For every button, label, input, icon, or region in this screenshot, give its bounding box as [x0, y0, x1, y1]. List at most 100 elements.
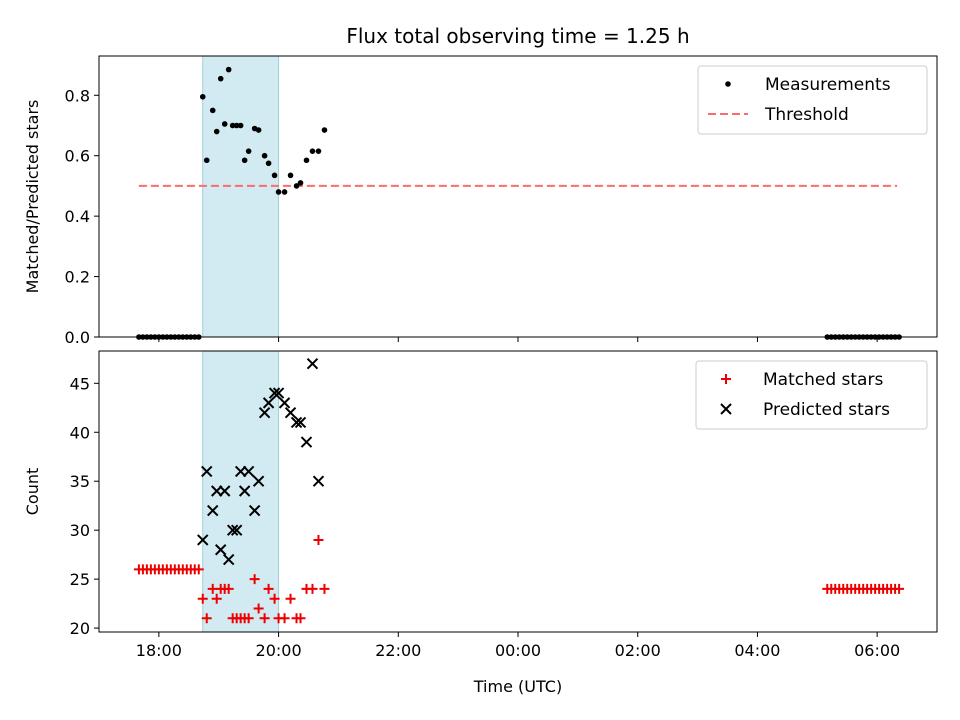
measurement-point — [303, 157, 310, 164]
y-tick-label: 20 — [70, 619, 90, 638]
matched-star-point — [201, 613, 212, 624]
y-tick-label: 0.0 — [65, 328, 90, 347]
measurement-point — [203, 157, 210, 164]
measurement-point — [275, 189, 282, 195]
measurement-point — [199, 93, 206, 100]
matched-star-point — [279, 613, 290, 624]
measurement-point — [261, 152, 268, 159]
matched-star-point — [894, 583, 905, 594]
predicted-star-point — [230, 524, 243, 536]
observing-window-highlight — [202, 55, 280, 338]
measurement-point — [281, 189, 288, 195]
predicted-star-point — [218, 485, 231, 497]
ratio-y-axis: 0.0 0.2 0.4 0.6 0.8 — [65, 86, 99, 347]
ratio-panel: 0.00.20.40.60.8 Matched/Predicted stars … — [23, 55, 938, 347]
predicted-star-point — [207, 504, 219, 517]
predicted-star-point — [294, 416, 307, 429]
measurement-point — [237, 122, 244, 129]
matched-star-point — [313, 534, 324, 545]
measurement-point — [209, 107, 216, 114]
y-tick-label: 35 — [70, 472, 90, 491]
measurement-point — [255, 127, 262, 133]
predicted-star-point — [248, 504, 261, 517]
y-tick-label: 25 — [70, 570, 90, 589]
y-tick-label: 0.2 — [65, 268, 90, 287]
measurement-point — [309, 148, 316, 154]
measurement-point — [265, 160, 272, 167]
predicted-star-point — [306, 358, 319, 370]
measurement-point — [271, 172, 278, 179]
predicted-star-point — [226, 524, 239, 536]
matched-star-point — [197, 593, 208, 604]
predicted-star-point — [258, 406, 271, 419]
time-x-axis-label: Time (UTC) — [473, 677, 562, 696]
predicted-star-point — [284, 406, 297, 419]
predicted-star-point — [268, 387, 281, 399]
y-tick-label: 0.4 — [65, 207, 90, 226]
matched-star-point — [307, 583, 318, 594]
time-x-axis: 18:00 20:00 22:00 00:00 02:00 04:00 06:00 — [136, 632, 900, 660]
legend-box — [697, 65, 928, 135]
x-tick-label: 18:00 — [136, 641, 182, 660]
chart-title: Flux total observing time = 1.25 h — [346, 24, 689, 48]
count-marks — [133, 358, 905, 624]
predicted-star-point — [215, 544, 227, 556]
legend-box — [695, 360, 928, 430]
predicted-star-point — [278, 397, 291, 409]
x-tick-label: 22:00 — [375, 641, 421, 660]
predicted-star-point — [252, 475, 265, 487]
predicted-star-point — [222, 553, 235, 566]
ratio-legend: Measurements Threshold — [697, 65, 928, 135]
x-tick-label: 04:00 — [734, 641, 780, 660]
count-y-axis-label: Count — [23, 468, 42, 516]
y-tick-label: 40 — [70, 423, 90, 442]
y-tick-label: 45 — [70, 374, 90, 393]
count-legend: Matched stars Predicted stars — [695, 360, 928, 430]
matched-star-point — [285, 593, 296, 604]
matched-star-point — [243, 613, 254, 624]
ratio-y-axis-label: Matched/Predicted stars — [23, 100, 42, 294]
matched-star-point — [263, 583, 274, 594]
measurement-point — [217, 75, 224, 82]
matched-star-point — [193, 564, 204, 575]
y-tick-label: 0.6 — [65, 147, 90, 166]
matched-star-point — [259, 613, 270, 624]
count-y-axis: 20 25 30 35 40 45 — [70, 374, 99, 638]
matched-star-point — [223, 583, 234, 594]
count-panel: 20 25 30 35 40 45 18:00 20:00 22:00 00:00 02:00 04… — [23, 350, 938, 696]
predicted-star-point — [262, 397, 275, 409]
x-tick-label: 20:00 — [256, 641, 302, 660]
measurement-point — [293, 183, 300, 189]
predicted-star-point — [197, 534, 209, 546]
predicted-star-point — [201, 465, 213, 478]
measurement-point — [213, 128, 220, 135]
matched-star-point — [253, 603, 264, 614]
x-tick-label: 00:00 — [495, 641, 541, 660]
predicted-star-point — [290, 416, 303, 429]
measurement-point — [297, 180, 304, 186]
measurement-point — [241, 157, 248, 164]
matched-star-point — [269, 593, 280, 604]
matched-star-point — [319, 583, 330, 594]
legend-label: Predicted stars — [763, 400, 890, 420]
legend-predicted-marker — [720, 403, 732, 415]
x-tick-label: 06:00 — [854, 641, 900, 660]
legend-label: Threshold — [764, 105, 849, 125]
measurement-point — [287, 172, 294, 179]
measurement-point — [225, 66, 232, 73]
measurement-point — [221, 121, 228, 127]
y-tick-label: 0.8 — [65, 86, 90, 105]
legend-label: Matched stars — [763, 370, 883, 390]
matched-star-point — [249, 574, 260, 585]
measurement-point — [229, 122, 236, 129]
measurement-point — [321, 127, 328, 133]
legend-matched-marker — [721, 374, 731, 384]
x-tick-label: 02:00 — [615, 641, 661, 660]
legend-label: Measurements — [765, 75, 891, 95]
predicted-star-point — [242, 465, 255, 478]
measurement-point — [245, 148, 252, 154]
measurement-point — [315, 148, 322, 154]
predicted-star-point — [238, 485, 251, 497]
predicted-star-point — [272, 387, 285, 399]
